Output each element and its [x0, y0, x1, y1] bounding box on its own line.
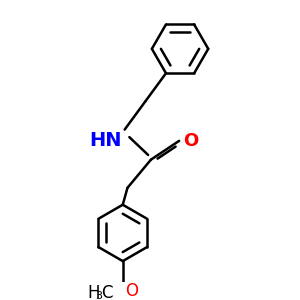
Text: 3: 3 [95, 291, 103, 300]
Text: O: O [183, 132, 198, 150]
Text: C: C [101, 284, 113, 300]
Text: H: H [87, 284, 100, 300]
Text: HN: HN [89, 131, 122, 151]
Text: O: O [124, 282, 138, 300]
